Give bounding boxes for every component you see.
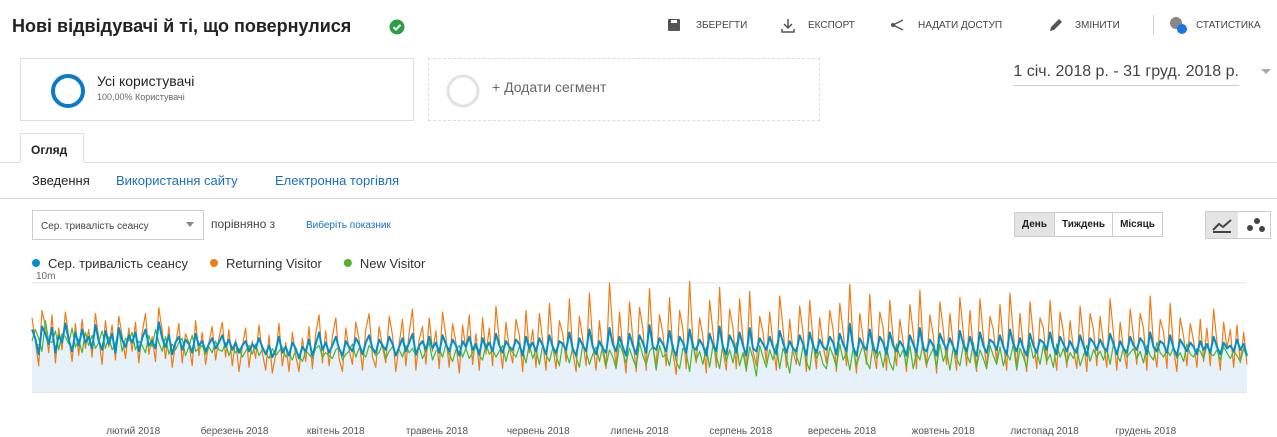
legend-dot <box>209 259 218 267</box>
share-icon <box>891 19 904 31</box>
line <box>31 320 1248 377</box>
legend-label: Returning Visitor <box>226 256 323 271</box>
date-arrow <box>1261 69 1271 74</box>
date-range[interactable]: 1 січ. 2018 р. - 31 груд. 2018 р. <box>1013 63 1239 86</box>
period-week[interactable]: Тиждень <box>1054 212 1114 237</box>
segment-box[interactable] <box>20 58 414 121</box>
subtab[interactable]: Електронна торгівля <box>275 173 400 188</box>
subtab-line <box>0 198 1277 199</box>
chart-type-icons <box>1206 212 1265 238</box>
edit-icon <box>1050 19 1062 31</box>
x-tick-label: вересень 2018 <box>808 426 877 437</box>
pick-metric[interactable]: Виберіть показник <box>306 220 391 231</box>
x-tick-label: грудень 2018 <box>1115 426 1176 437</box>
legend-dot <box>32 259 40 267</box>
save-icon <box>668 19 680 31</box>
share-button[interactable]: НАДАТИ ДОСТУП <box>918 20 1003 31</box>
x-tick-label: липень 2018 <box>610 426 669 437</box>
metric-dropdown[interactable]: Сер. тривалість сеансу <box>32 210 204 240</box>
export-button[interactable]: ЕКСПОРТ <box>808 20 855 31</box>
save-button[interactable]: ЗБЕРЕГТИ <box>696 20 748 31</box>
dropdown-arrow <box>186 222 194 227</box>
add-segment-box[interactable] <box>428 58 820 121</box>
x-tick-label: жовтень 2018 <box>912 426 976 437</box>
subtab[interactable]: Використання сайту <box>116 173 238 188</box>
segment-ring <box>51 74 85 108</box>
line <box>31 321 1248 360</box>
insights-button[interactable]: СТАТИСТИКА <box>1196 20 1261 31</box>
divider <box>1153 15 1154 35</box>
x-tick-label: червень 2018 <box>507 426 570 437</box>
area <box>32 322 1247 392</box>
tab-line <box>0 162 1277 163</box>
period-group: День Тиждень Місяць <box>1014 212 1163 237</box>
subtab[interactable]: Зведення <box>32 173 90 188</box>
export-icon <box>781 19 795 33</box>
chart-type-toggle[interactable] <box>1205 211 1271 239</box>
chart: Сер. тривалість сеансу Returning Visitor N… <box>31 256 1248 437</box>
x-tick-label: листопад 2018 <box>1010 426 1079 437</box>
report-title: Нові відвідувачі й ті, що повернулися <box>12 16 352 36</box>
legend-label: New Visitor <box>360 256 426 271</box>
x-tick-label: березень 2018 <box>201 425 269 437</box>
verified-icon <box>389 19 405 35</box>
segment-detail: 100,00% Користувачі <box>97 92 185 102</box>
x-tick-label: серпень 2018 <box>709 426 772 437</box>
add-segment[interactable]: + Додати сегмент <box>492 79 607 95</box>
add-segment-ring <box>446 74 480 108</box>
x-tick-label: лютий 2018 <box>106 426 160 437</box>
segment-name: Усі користувачі <box>97 73 195 89</box>
line <box>31 280 1248 376</box>
insights-icon <box>1170 17 1187 34</box>
tab-overview[interactable]: Огляд <box>20 133 84 163</box>
y-tick-label: 10m <box>36 271 55 282</box>
legend-dot <box>343 259 352 267</box>
compare-label: порівняно з <box>211 217 276 231</box>
period-day[interactable]: День <box>1014 212 1055 237</box>
x-tick-label: травень 2018 <box>406 426 469 437</box>
period-month[interactable]: Місяць <box>1112 212 1163 237</box>
x-tick-label: квітень 2018 <box>307 426 365 437</box>
legend-label: Сер. тривалість сеансу <box>48 256 188 271</box>
edit-button[interactable]: ЗМІНИТИ <box>1075 20 1120 31</box>
